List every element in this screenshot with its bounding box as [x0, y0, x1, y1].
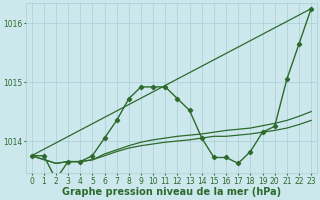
X-axis label: Graphe pression niveau de la mer (hPa): Graphe pression niveau de la mer (hPa)	[62, 187, 281, 197]
